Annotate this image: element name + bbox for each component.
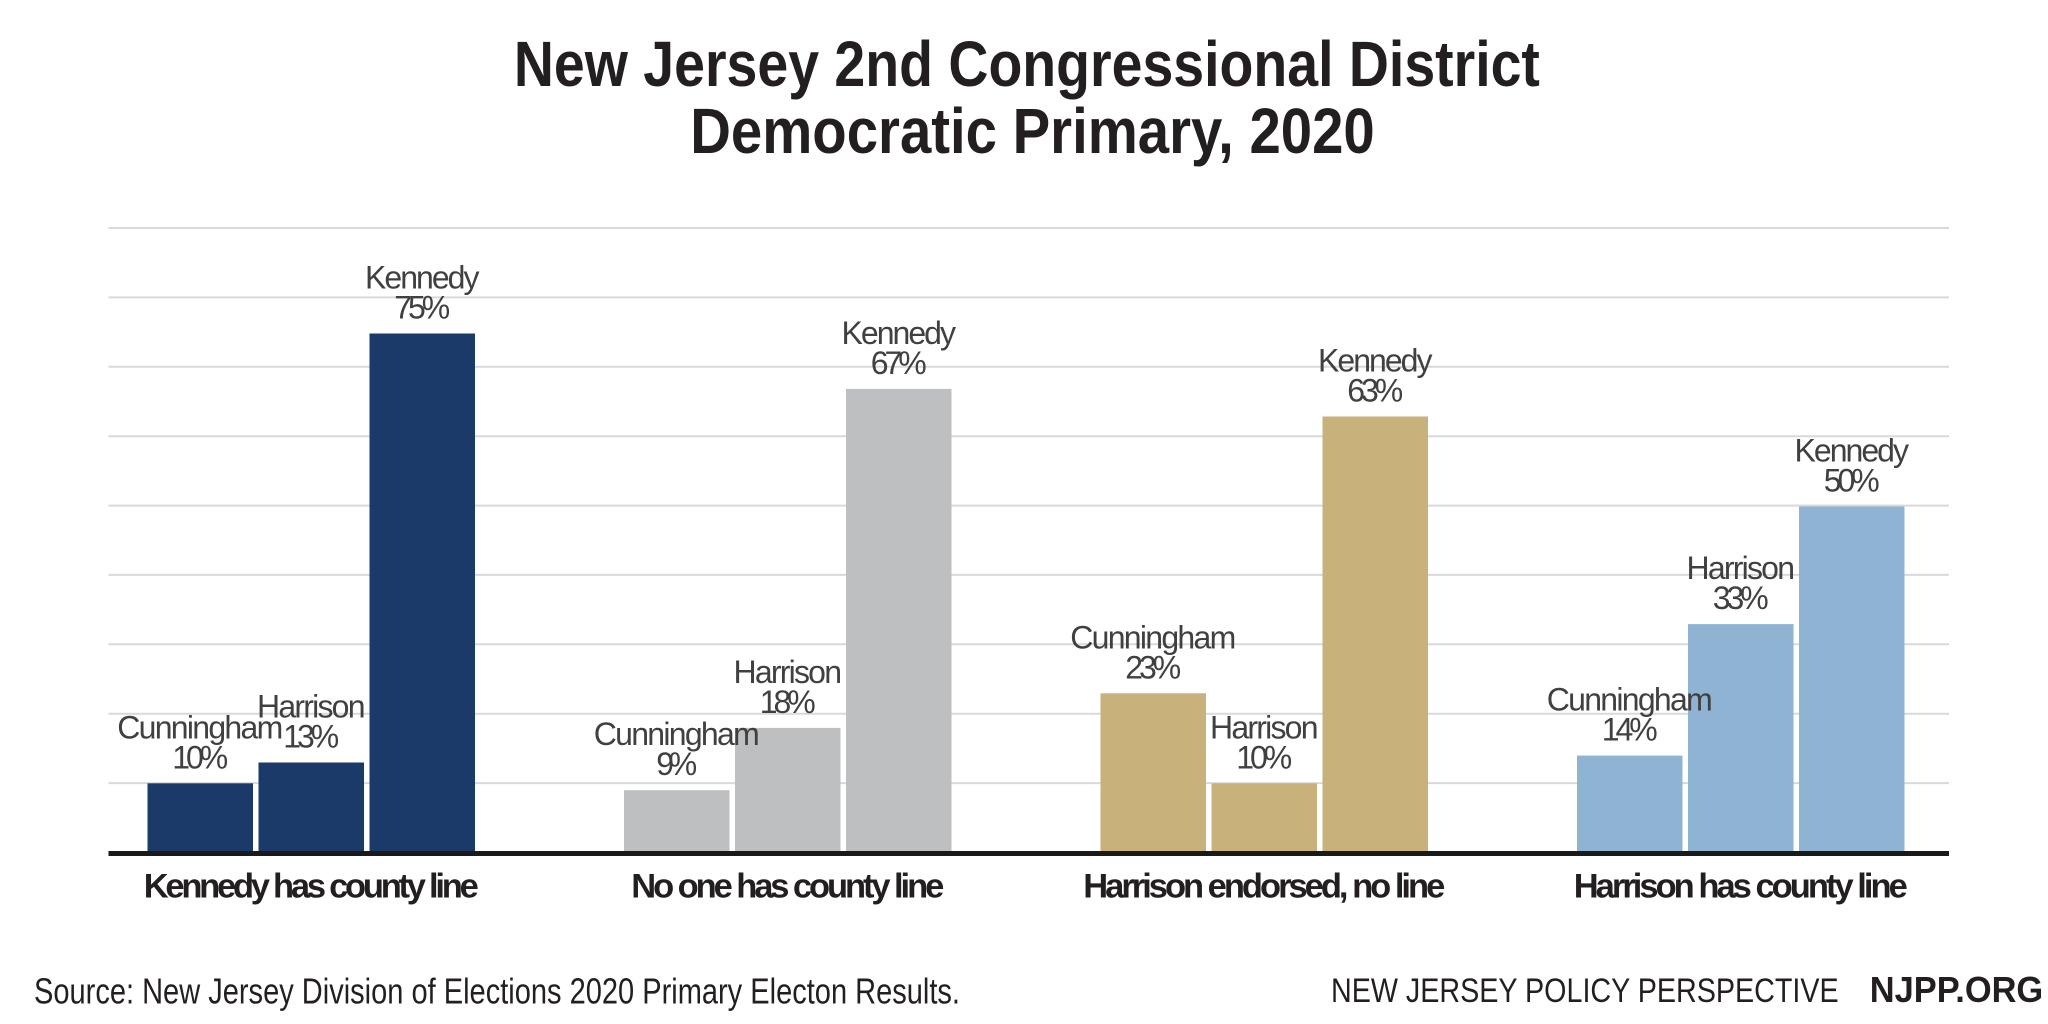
svg-text:Harrison: Harrison (1210, 709, 1319, 745)
svg-text:NJPP.ORG: NJPP.ORG (1870, 969, 2043, 1010)
svg-text:Cunningham: Cunningham (117, 709, 283, 745)
svg-text:NEW JERSEY POLICY PERSPECTIVE: NEW JERSEY POLICY PERSPECTIVE (1331, 972, 1839, 1010)
svg-text:Harrison endorsed, no line: Harrison endorsed, no line (1083, 868, 1445, 906)
svg-text:63%: 63% (1347, 373, 1403, 409)
svg-text:Kennedy: Kennedy (1795, 433, 1910, 469)
svg-text:10%: 10% (1236, 739, 1292, 775)
svg-text:33%: 33% (1713, 580, 1769, 616)
svg-text:10%: 10% (172, 739, 228, 775)
svg-text:Harrison: Harrison (257, 689, 366, 725)
svg-text:Kennedy: Kennedy (365, 260, 480, 296)
svg-text:Kennedy has county line: Kennedy has county line (144, 868, 479, 906)
svg-text:23%: 23% (1125, 649, 1181, 685)
svg-text:67%: 67% (871, 345, 927, 381)
svg-text:New Jersey 2nd Congressional D: New Jersey 2nd Congressional District (514, 28, 1540, 100)
svg-text:Cunningham: Cunningham (1070, 619, 1236, 655)
svg-text:Kennedy: Kennedy (1318, 343, 1433, 379)
svg-text:Source: New Jersey Division of: Source: New Jersey Division of Elections… (34, 971, 960, 1012)
svg-text:Kennedy: Kennedy (842, 315, 957, 351)
svg-text:No one has county line: No one has county line (631, 868, 944, 906)
svg-text:14%: 14% (1602, 712, 1658, 748)
svg-text:Harrison has county line: Harrison has county line (1574, 868, 1908, 906)
svg-text:Harrison: Harrison (734, 654, 843, 690)
svg-text:13%: 13% (283, 719, 339, 755)
svg-text:75%: 75% (394, 290, 450, 326)
svg-text:Cunningham: Cunningham (594, 716, 760, 752)
svg-text:Harrison: Harrison (1687, 550, 1796, 586)
svg-text:18%: 18% (760, 684, 816, 720)
svg-text:Democratic Primary, 2020: Democratic Primary, 2020 (690, 95, 1375, 167)
svg-text:Cunningham: Cunningham (1547, 682, 1713, 718)
svg-text:9%: 9% (656, 746, 697, 782)
svg-text:50%: 50% (1824, 463, 1880, 499)
